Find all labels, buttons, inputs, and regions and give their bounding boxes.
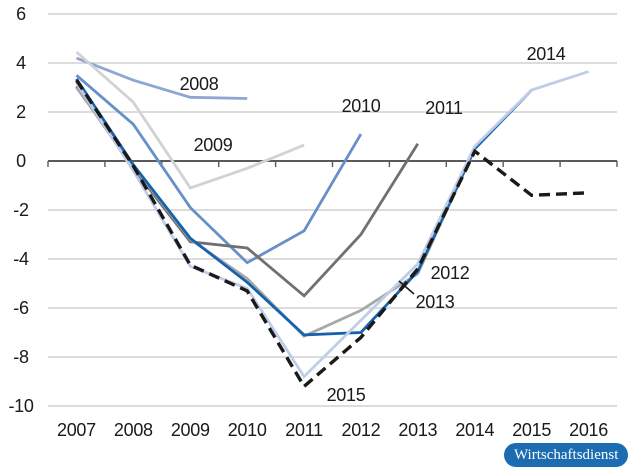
y-axis-label: -10 (8, 396, 33, 416)
x-axis-label: 2016 (569, 420, 608, 440)
y-axis-label: -8 (13, 347, 29, 367)
series-label-2009: 2009 (194, 135, 233, 155)
series-label-2010: 2010 (342, 96, 381, 116)
series-label-2011: 2011 (425, 98, 463, 118)
y-axis-label: -4 (13, 249, 29, 269)
x-axis-label: 2010 (228, 420, 267, 440)
y-axis-label: 2 (16, 102, 26, 122)
source-badge-label: Wirtschaftsdienst (514, 446, 619, 463)
x-axis-label: 2011 (285, 420, 323, 440)
y-axis-label: 0 (16, 151, 26, 171)
x-axis-label: 2012 (342, 420, 381, 440)
series-line-2014 (75, 70, 589, 379)
series-label-2015: 2015 (327, 385, 366, 405)
y-axis-label: -6 (13, 298, 29, 318)
y-axis-label: 6 (16, 4, 26, 24)
y-axis-label: -2 (13, 200, 29, 220)
series-label-2008: 2008 (180, 74, 219, 94)
series-label-2012: 2012 (431, 263, 470, 283)
x-axis-label: 2015 (512, 420, 551, 440)
series-line-2010 (75, 74, 363, 265)
x-axis-label: 2007 (57, 420, 96, 440)
x-axis-label: 2008 (114, 420, 153, 440)
series-line-2015 (75, 79, 589, 390)
source-badge: Wirtschaftsdienst (504, 443, 629, 467)
series-line-2008 (75, 56, 248, 100)
series-line-2013 (75, 78, 533, 337)
series-label-2013: 2013 (416, 292, 455, 312)
x-axis-label: 2013 (398, 420, 437, 440)
series-line-2009 (75, 50, 305, 190)
series-label-2014: 2014 (527, 44, 566, 64)
series-label-leader-2013 (398, 280, 415, 295)
x-axis-label: 2009 (171, 420, 210, 440)
x-axis-label: 2014 (455, 420, 494, 440)
y-axis-label: 4 (16, 53, 26, 73)
